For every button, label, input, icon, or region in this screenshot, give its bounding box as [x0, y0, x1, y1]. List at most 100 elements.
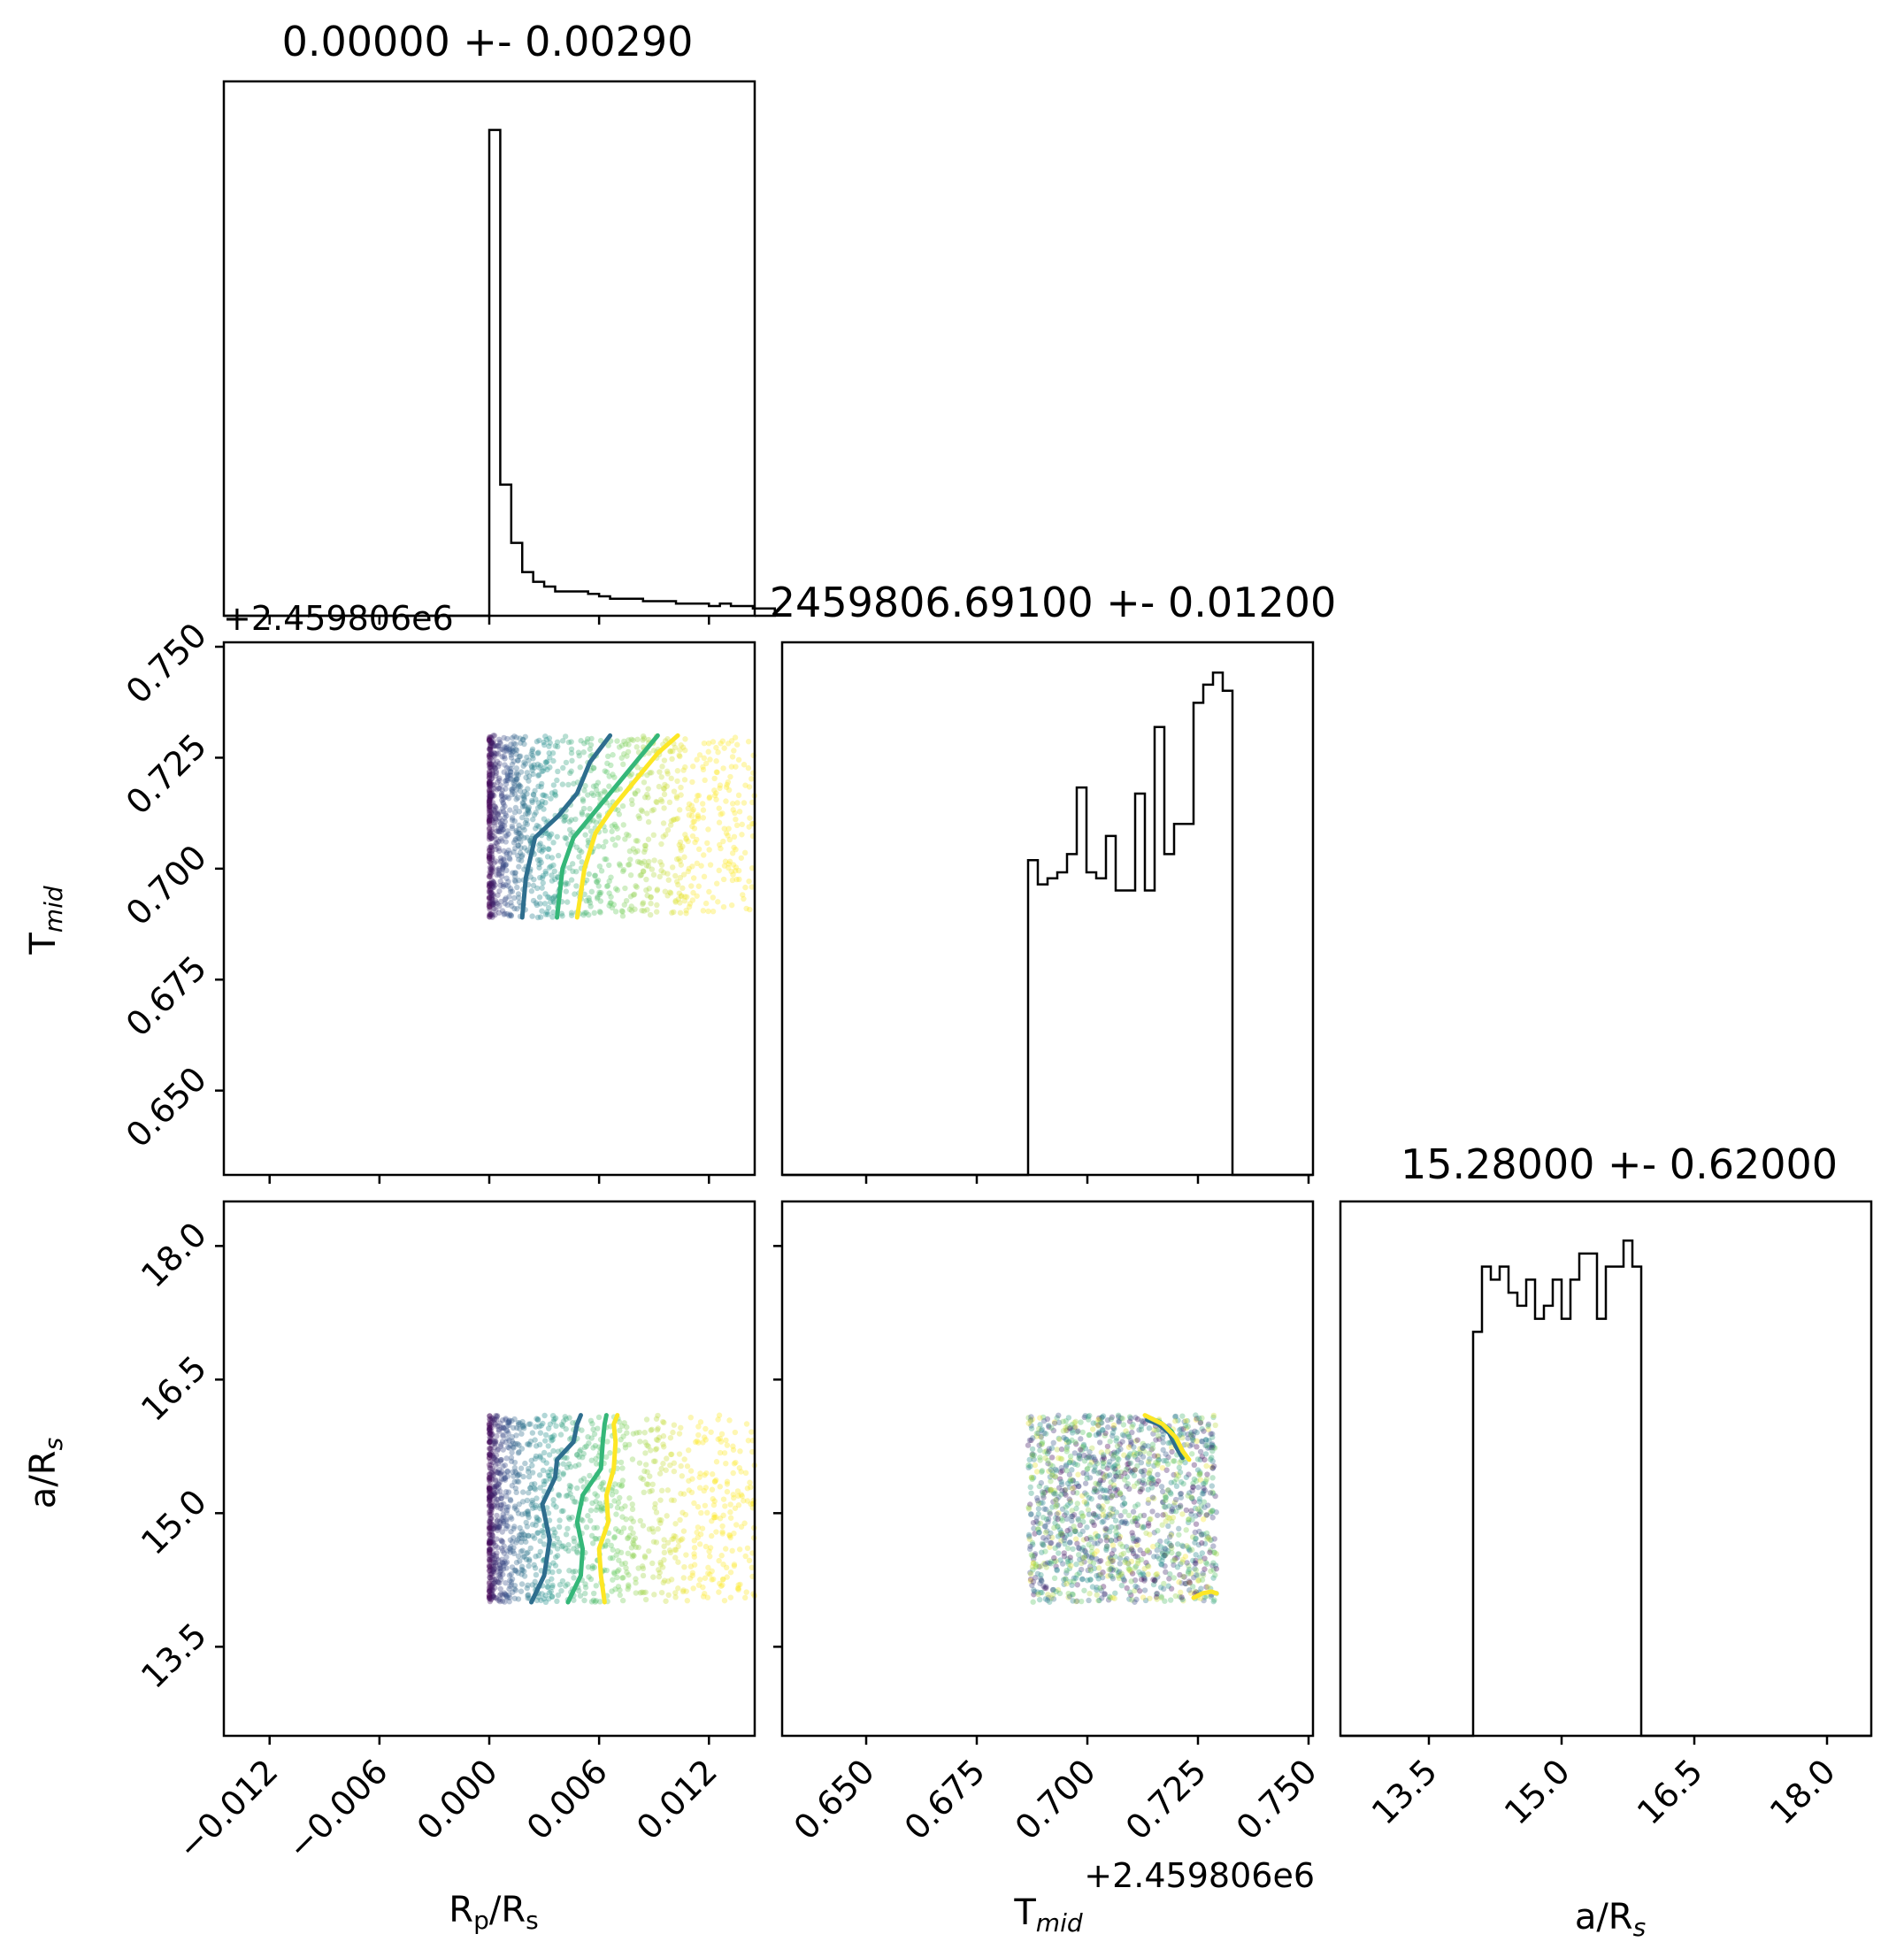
scatter-point: [503, 764, 511, 771]
scatter-point: [1162, 1598, 1168, 1604]
scatter-y-tick-label: 18.0: [134, 1215, 214, 1295]
scatter-point: [672, 898, 679, 904]
scatter-point: [628, 903, 634, 909]
scatter-point: [1070, 1546, 1076, 1553]
scatter-point: [719, 1582, 726, 1588]
scatter-point: [585, 1513, 591, 1519]
scatter-point: [486, 816, 493, 822]
scatter-point: [519, 1567, 526, 1574]
scatter-point: [720, 876, 727, 883]
scatter-point: [549, 790, 556, 796]
scatter-point: [1078, 1419, 1084, 1425]
scatter-point: [579, 810, 585, 816]
scatter-point: [1211, 1463, 1217, 1470]
scatter-point: [487, 1434, 493, 1440]
scatter-point: [525, 1532, 532, 1539]
scatter-point: [494, 758, 501, 765]
scatter-point: [507, 772, 513, 779]
scatter-point: [650, 1458, 657, 1464]
scatter-point: [537, 763, 544, 769]
scatter-point: [504, 1548, 511, 1554]
scatter-point: [550, 894, 557, 901]
scatter-point: [488, 812, 494, 819]
scatter-point: [587, 746, 594, 752]
scatter-point: [595, 814, 603, 820]
scatter-point: [508, 912, 514, 918]
scatter-point: [488, 892, 495, 899]
scatter-point: [677, 909, 684, 916]
scatter-point: [515, 830, 521, 836]
scatter-point: [1203, 1442, 1210, 1449]
scatter-point: [512, 1587, 519, 1593]
scatter-point: [687, 1575, 694, 1581]
scatter-point: [675, 1543, 681, 1550]
scatter-point: [493, 768, 499, 774]
scatter-point: [598, 889, 604, 896]
scatter-point: [640, 901, 646, 908]
scatter-point: [493, 1553, 500, 1560]
scatter-point: [1154, 1512, 1161, 1518]
scatter-point: [604, 1439, 610, 1445]
scatter-point: [506, 1594, 513, 1600]
scatter-point: [1186, 1471, 1192, 1477]
scatter-point: [735, 756, 742, 763]
scatter-point: [726, 787, 733, 794]
scatter-point: [590, 1540, 596, 1546]
scatter-point: [633, 744, 640, 750]
scatter-point: [719, 810, 726, 817]
scatter-point: [496, 760, 503, 767]
scatter-point: [613, 1552, 619, 1558]
scatter-point: [487, 1567, 493, 1574]
scatter-point: [497, 882, 503, 889]
scatter-point: [499, 1439, 506, 1445]
scatter-y-tick-label: 13.5: [134, 1615, 214, 1696]
scatter-point: [669, 756, 675, 763]
scatter-point: [739, 821, 745, 828]
scatter-point: [705, 908, 711, 915]
scatter-point: [525, 806, 532, 812]
scatter-point: [487, 1549, 493, 1555]
scatter-point: [608, 874, 614, 880]
scatter-point: [1084, 1524, 1090, 1531]
scatter-point: [519, 792, 526, 799]
scatter-point: [501, 823, 508, 829]
scatter-point: [612, 1525, 619, 1532]
scatter-point: [487, 1564, 493, 1570]
scatter-point: [586, 1440, 592, 1447]
scatter-point: [1186, 1579, 1194, 1586]
scatter-point: [489, 864, 495, 871]
scatter-point: [693, 797, 700, 803]
scatter-point: [729, 1547, 735, 1554]
scatter-point: [707, 1545, 714, 1551]
scatter-point: [579, 811, 586, 817]
scatter-point: [678, 845, 684, 851]
scatter-point: [536, 894, 543, 901]
scatter-point: [495, 901, 501, 907]
scatter-point: [672, 1590, 679, 1596]
scatter-point: [487, 793, 493, 800]
scatter-point: [657, 859, 664, 865]
scatter-point: [487, 742, 494, 749]
scatter-point: [568, 1484, 574, 1490]
scatter-point: [488, 764, 495, 771]
scatter-point: [678, 1424, 684, 1431]
scatter-point: [656, 783, 663, 790]
hist-bar: [1184, 824, 1194, 1175]
scatter-point: [665, 1592, 672, 1599]
scatter-point: [661, 1419, 667, 1426]
scatter-point: [495, 779, 501, 786]
scatter-point: [1055, 1516, 1061, 1523]
scatter-point: [513, 1489, 519, 1496]
scatter-point: [489, 854, 496, 861]
scatter-point: [517, 1524, 523, 1531]
scatter-point: [507, 886, 514, 892]
scatter-point: [535, 824, 542, 830]
hist-bar: [599, 596, 610, 616]
scatter-point: [695, 793, 702, 799]
scatter-point: [1068, 1562, 1074, 1569]
scatter-point: [486, 737, 493, 744]
scatter-point: [494, 1469, 501, 1476]
scatter-point: [641, 848, 648, 856]
scatter-point: [646, 886, 652, 892]
